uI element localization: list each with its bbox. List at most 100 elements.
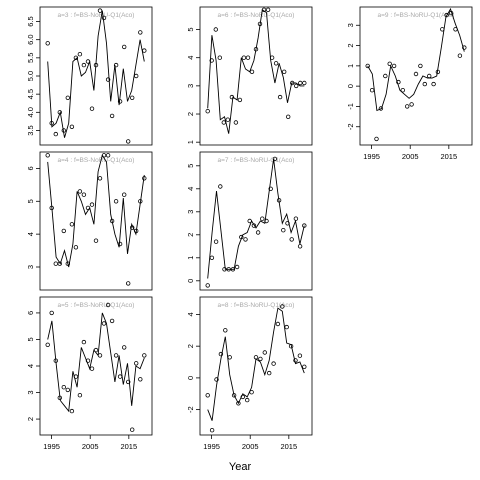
y-tick-label: 3.5 [26, 125, 35, 135]
observed-point [453, 27, 458, 32]
y-tick-label: -2 [186, 406, 195, 413]
observed-point [61, 228, 66, 234]
observed-point [268, 186, 273, 191]
observed-point [117, 241, 123, 247]
observed-point [221, 120, 226, 125]
observed-point [272, 156, 278, 162]
panel-title: a=6 : f=BS-NoRU-Q1(Aco) [218, 12, 295, 19]
observed-point [213, 239, 219, 244]
observed-point [265, 7, 271, 12]
y-tick-label: 3 [26, 390, 35, 394]
observed-point [302, 80, 307, 86]
y-tick-label: -1 [346, 103, 355, 110]
observed-point [133, 228, 139, 234]
x-tick-label: 1995 [203, 442, 220, 451]
observed-point [253, 355, 259, 360]
observed-point [260, 216, 265, 221]
observed-point [286, 114, 291, 119]
observed-point [113, 353, 119, 358]
observed-point [97, 353, 103, 358]
observed-point [405, 104, 410, 109]
fitted-line [207, 9, 305, 134]
observed-point [244, 397, 250, 403]
observed-point [230, 267, 236, 272]
observed-point [57, 395, 62, 400]
observed-point [138, 30, 143, 35]
observed-point [109, 218, 115, 224]
observed-point [284, 324, 289, 330]
observed-point [236, 401, 241, 406]
x-tick-label: 2015 [440, 152, 457, 161]
observed-point [45, 153, 50, 158]
x-tick-label: 2005 [82, 442, 99, 451]
observed-point [73, 374, 79, 379]
observed-point [49, 205, 54, 211]
y-tick-label: 2 [346, 43, 355, 47]
y-tick-label: 5 [26, 199, 35, 203]
observed-point [109, 318, 115, 324]
panel-6: a=8 : f=BS-NoRU-Q1(Aco) -2 0 2 4 1995 2005 2015 [186, 296, 313, 451]
observed-point [81, 62, 87, 68]
observed-point [97, 8, 103, 13]
x-tick-label: 2005 [242, 442, 259, 451]
observed-point [365, 63, 370, 69]
y-tick-label: 0 [186, 279, 195, 283]
observed-point [113, 62, 119, 68]
observed-point [73, 245, 79, 250]
fitted-line [47, 10, 145, 138]
x-tick-label: 1995 [43, 442, 60, 451]
y-tick-label: 6.0 [26, 34, 35, 44]
observed-point [205, 108, 210, 114]
panel-5: a=7 : f=BS-NoRU-Q1(Aco) 0 1 2 3 4 5 [186, 151, 313, 291]
observed-point [262, 350, 267, 355]
observed-point [69, 124, 75, 129]
y-tick-label: 5 [26, 337, 35, 341]
panel-2: a=4 : f=BS-NoRU-Q1(Aco) 3 4 5 6 [26, 151, 153, 291]
panel-7: a=9 : f=BS-NoRU-Q1(Aco) -2 -1 0 1 2 3 1995 2005 2… [346, 6, 473, 161]
observed-point [275, 321, 281, 327]
observed-point [45, 41, 50, 46]
observed-point [422, 81, 427, 87]
observed-point [77, 52, 83, 57]
observed-point [49, 310, 54, 316]
observed-point [109, 113, 115, 119]
observed-point [205, 283, 210, 288]
y-tick-label: 5 [186, 27, 195, 31]
observed-point [121, 192, 127, 197]
observed-point [81, 192, 87, 197]
observed-point [249, 390, 254, 395]
observed-point [133, 361, 139, 366]
y-tick-label: 1 [346, 64, 355, 68]
observed-point [101, 153, 107, 158]
observed-point [125, 379, 131, 385]
fitted-line [47, 154, 145, 268]
observed-point [271, 361, 276, 366]
y-tick-label: 4 [186, 312, 195, 316]
observed-point [297, 353, 303, 358]
observed-point [105, 153, 111, 158]
panel-frame [199, 296, 313, 436]
fitted-line [207, 158, 305, 279]
observed-point [93, 347, 99, 353]
panel-title: a=4 : f=BS-NoRU-Q1(Aco) [58, 157, 135, 164]
observed-point [105, 77, 111, 82]
observed-point [297, 244, 303, 249]
y-tick-label: 4.0 [26, 107, 35, 117]
observed-point [218, 184, 223, 189]
y-tick-label: 6 [26, 311, 35, 315]
x-axis-label: Year [229, 461, 252, 473]
observed-point [285, 221, 290, 226]
observed-point [81, 339, 87, 345]
observed-point [289, 237, 294, 242]
observed-point [435, 69, 441, 75]
observed-point [302, 364, 307, 369]
observed-point [369, 87, 375, 93]
observed-point [387, 61, 392, 66]
observed-point [142, 353, 147, 358]
observed-point [257, 21, 263, 27]
x-tick-label: 2015 [120, 442, 137, 451]
observed-point [138, 199, 143, 204]
observed-point [113, 199, 119, 204]
observed-point [269, 55, 275, 60]
observed-point [89, 202, 95, 207]
